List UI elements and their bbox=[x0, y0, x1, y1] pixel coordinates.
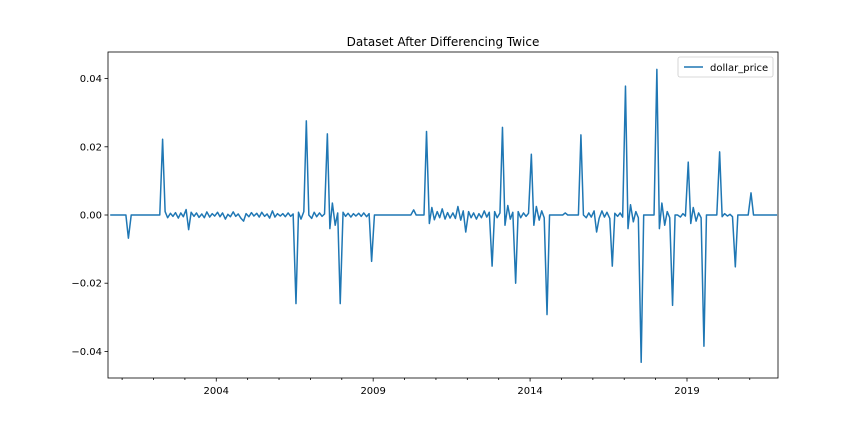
chart-title: Dataset After Differencing Twice bbox=[347, 35, 540, 49]
y-tick-label: −0.02 bbox=[71, 279, 102, 290]
y-tick-label: −0.04 bbox=[71, 347, 102, 358]
y-tick-label: 0.04 bbox=[80, 74, 102, 85]
x-tick-label: 2004 bbox=[204, 386, 229, 397]
y-tick-label: 0.02 bbox=[80, 142, 102, 153]
y-tick-label: 0.00 bbox=[80, 211, 102, 222]
y-axis: −0.04 −0.02 0.00 0.02 0.04 bbox=[71, 74, 108, 358]
legend-label-dollar-price: dollar_price bbox=[710, 63, 768, 74]
x-axis: 2004 2009 2014 2019 bbox=[121, 378, 751, 397]
legend: dollar_price bbox=[677, 56, 774, 78]
x-tick-label: 2009 bbox=[360, 386, 385, 397]
x-tick-label: 2014 bbox=[517, 386, 542, 397]
x-tick-label: 2019 bbox=[674, 386, 699, 397]
legend-box bbox=[677, 56, 774, 78]
series-line-dollar-price bbox=[110, 68, 778, 364]
